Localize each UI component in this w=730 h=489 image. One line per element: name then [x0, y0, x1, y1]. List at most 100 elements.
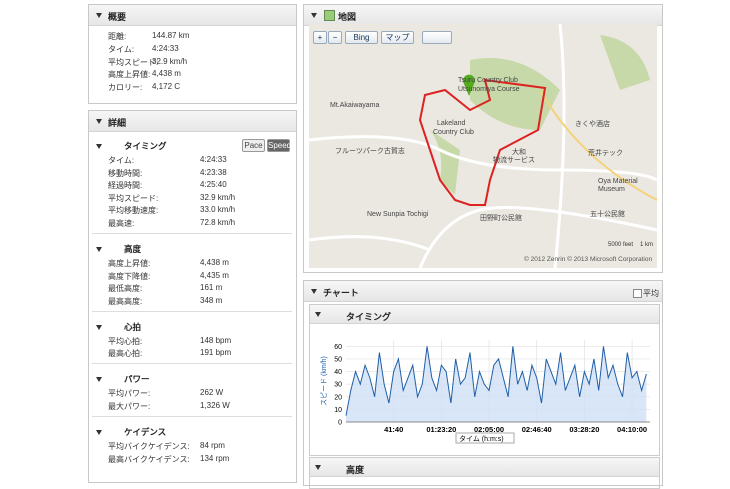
row-label: 平均移動速度:: [108, 206, 159, 216]
collapse-icon: [96, 324, 102, 330]
row-value: 262 W: [200, 388, 224, 398]
checkbox-label: 平均: [643, 289, 659, 298]
y-tick-label: 60: [334, 344, 342, 351]
row-value: 1,326 W: [200, 401, 230, 410]
row-value: 32.9 km/h: [152, 56, 188, 66]
subpanel-title: タイミング: [346, 312, 392, 322]
panel-title: チャート: [323, 288, 359, 298]
zoom-button[interactable]: −: [328, 31, 342, 44]
row-label: タイム:: [108, 156, 135, 165]
row-label: 経過時間:: [108, 181, 143, 191]
map-label: フルーツパーク古賀志: [335, 148, 405, 155]
section-title: ケイデンス: [124, 427, 167, 437]
row-label: 最大パワー:: [108, 402, 151, 411]
row-value: 134 rpm: [200, 453, 230, 463]
row-value: 161 m: [200, 283, 223, 293]
separator: [92, 310, 292, 312]
row-value: 4,438 m: [200, 258, 229, 267]
row-label: 最高バイクケイデンス:: [108, 454, 190, 464]
row-value: 4:23:38: [200, 167, 227, 177]
map-control[interactable]: マップ: [381, 31, 414, 44]
zoom-button[interactable]: +: [313, 31, 327, 44]
x-tick-label: 41:40: [384, 425, 403, 434]
toggle-button[interactable]: Speed: [267, 139, 292, 152]
map-control[interactable]: Bing: [345, 31, 378, 44]
map-label: 大和: [512, 149, 526, 156]
collapse-icon: [96, 430, 102, 435]
section-title: タイミング: [124, 141, 167, 151]
map-label: 五十公民館: [590, 211, 625, 218]
row-value: 4:24:33: [152, 43, 179, 53]
row-label: カロリー:: [108, 83, 143, 93]
row-label: タイム:: [108, 44, 135, 54]
map-label: Utsunomiya Course: [458, 86, 520, 93]
row-label: 平均心拍:: [108, 336, 143, 346]
x-tick-label: 02:05:00: [474, 425, 504, 434]
row-value: 4,172 C: [152, 82, 181, 92]
section-title: 心拍: [124, 321, 142, 332]
row-label: 最高速:: [108, 219, 135, 228]
collapse-icon: [96, 144, 102, 149]
map-label: Lakeland: [437, 120, 466, 127]
map-label: 物流サービス: [493, 157, 535, 164]
map: [308, 23, 658, 269]
row-label: 高度上昇値:: [108, 259, 151, 268]
y-tick-label: 10: [334, 407, 342, 414]
map-copyright: © 2012 Zenrin © 2013 Microsoft Corporati…: [524, 256, 653, 263]
area-fill: [346, 346, 647, 422]
row-value: 148 bpm: [200, 335, 232, 345]
map-label: きくや酒店: [575, 121, 610, 128]
row-value: 84 rpm: [200, 441, 225, 450]
summary-panel: 概要: [88, 4, 297, 104]
x-axis-select: [455, 432, 515, 444]
row-label: 平均パワー:: [108, 389, 151, 399]
row-label: 高度上昇値:: [108, 70, 151, 80]
separator: [92, 363, 292, 365]
row-value: 348 m: [200, 295, 223, 305]
timing-subpanel: タイミング: [309, 304, 660, 456]
map-scale: 5000 feet: [608, 242, 634, 248]
map-label: Oya Material: [598, 178, 638, 185]
y-tick-label: 50: [334, 356, 342, 363]
x-axis-label: タイム (h:m:s): [459, 434, 504, 443]
row-label: 最高高度:: [108, 296, 143, 306]
map-label: 田野町公民館: [480, 215, 522, 222]
collapse-icon: [96, 247, 102, 252]
row-value: 4:24:33: [200, 155, 227, 164]
layers-button[interactable]: [422, 31, 452, 44]
x-tick-label: 02:46:40: [522, 425, 552, 434]
collapse-icon: [96, 377, 102, 383]
map-label: Country Club: [433, 129, 474, 136]
row-value: 4:25:40: [200, 180, 227, 190]
toggle-button[interactable]: Pace: [242, 139, 265, 152]
y-tick-label: 40: [334, 369, 342, 376]
y-axis-label: スピード (km/h): [320, 356, 328, 406]
map-label: Tsuru Country Club: [458, 77, 518, 84]
details-panel: 詳細: [88, 110, 297, 483]
panel-title: 詳細: [108, 118, 127, 128]
y-tick-label: 20: [334, 394, 342, 401]
row-label: 移動時間:: [108, 168, 143, 178]
row-label: 距離:: [108, 32, 127, 41]
row-label: 平均スピード:: [108, 57, 159, 67]
map-label: 荒井テック: [588, 150, 623, 157]
row-value: 4,438 m: [152, 69, 181, 79]
y-tick-label: 30: [334, 382, 342, 389]
subpanel-title: 高度: [346, 465, 365, 475]
row-value: 72.8 km/h: [200, 218, 236, 227]
row-value: 191 bpm: [200, 348, 232, 358]
row-label: 平均スピード:: [108, 193, 159, 203]
row-label: 最低高度:: [108, 284, 143, 294]
row-label: 平均バイクケイデンス:: [108, 442, 190, 451]
average-checkbox[interactable]: [633, 289, 642, 298]
section-title: 高度: [124, 244, 142, 254]
x-tick-label: 04:10:00: [617, 425, 647, 434]
row-value: 33.0 km/h: [200, 205, 236, 215]
panel-title: 地図: [338, 12, 357, 22]
map-label: New Sunpia Tochigi: [367, 211, 429, 218]
row-value: 32.9 km/h: [200, 192, 236, 202]
row-value: 144.87 km: [152, 31, 190, 40]
row-label: 最高心拍:: [108, 349, 143, 359]
